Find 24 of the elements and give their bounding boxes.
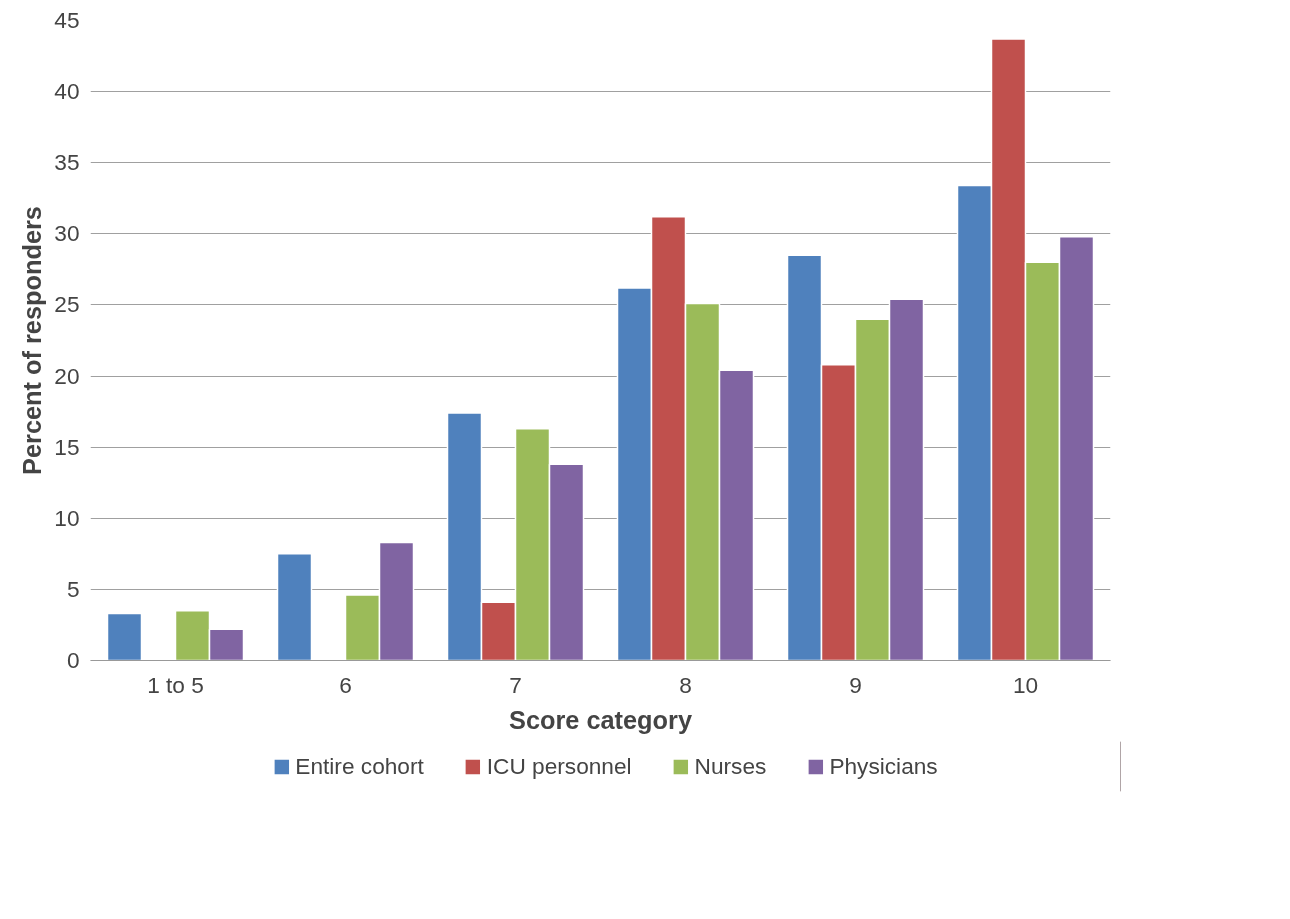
- x-tick-label: 9: [849, 671, 862, 698]
- y-axis-title: Percent of responders: [18, 206, 47, 475]
- y-tick-label: 10: [54, 504, 80, 531]
- y-tick-label: 30: [54, 220, 80, 247]
- x-tick-label: 7: [509, 671, 522, 698]
- y-tick-label: 45: [54, 7, 80, 33]
- y-tick-label: 15: [54, 433, 80, 460]
- y-tick-label: 40: [54, 78, 80, 105]
- bar: [276, 553, 313, 661]
- x-tick-label: 8: [679, 671, 692, 698]
- y-tick-label: 0: [66, 647, 80, 673]
- x-tick-label: 10: [1012, 671, 1039, 698]
- legend-label: Entire cohort: [295, 752, 424, 780]
- y-tick-label: 25: [54, 291, 80, 318]
- legend-label: ICU personnel: [486, 752, 632, 780]
- y-tick-label: 5: [66, 575, 80, 602]
- legend-label: Nurses: [694, 752, 767, 780]
- bar: [106, 612, 143, 661]
- legend-label: Physicians: [829, 752, 938, 780]
- y-tick-label: 35: [54, 149, 80, 176]
- x-tick-label: 1 to 5: [147, 671, 204, 698]
- x-axis-title: Score category: [508, 705, 693, 734]
- y-tick-label: 20: [54, 362, 80, 389]
- x-tick-label: 6: [339, 671, 352, 698]
